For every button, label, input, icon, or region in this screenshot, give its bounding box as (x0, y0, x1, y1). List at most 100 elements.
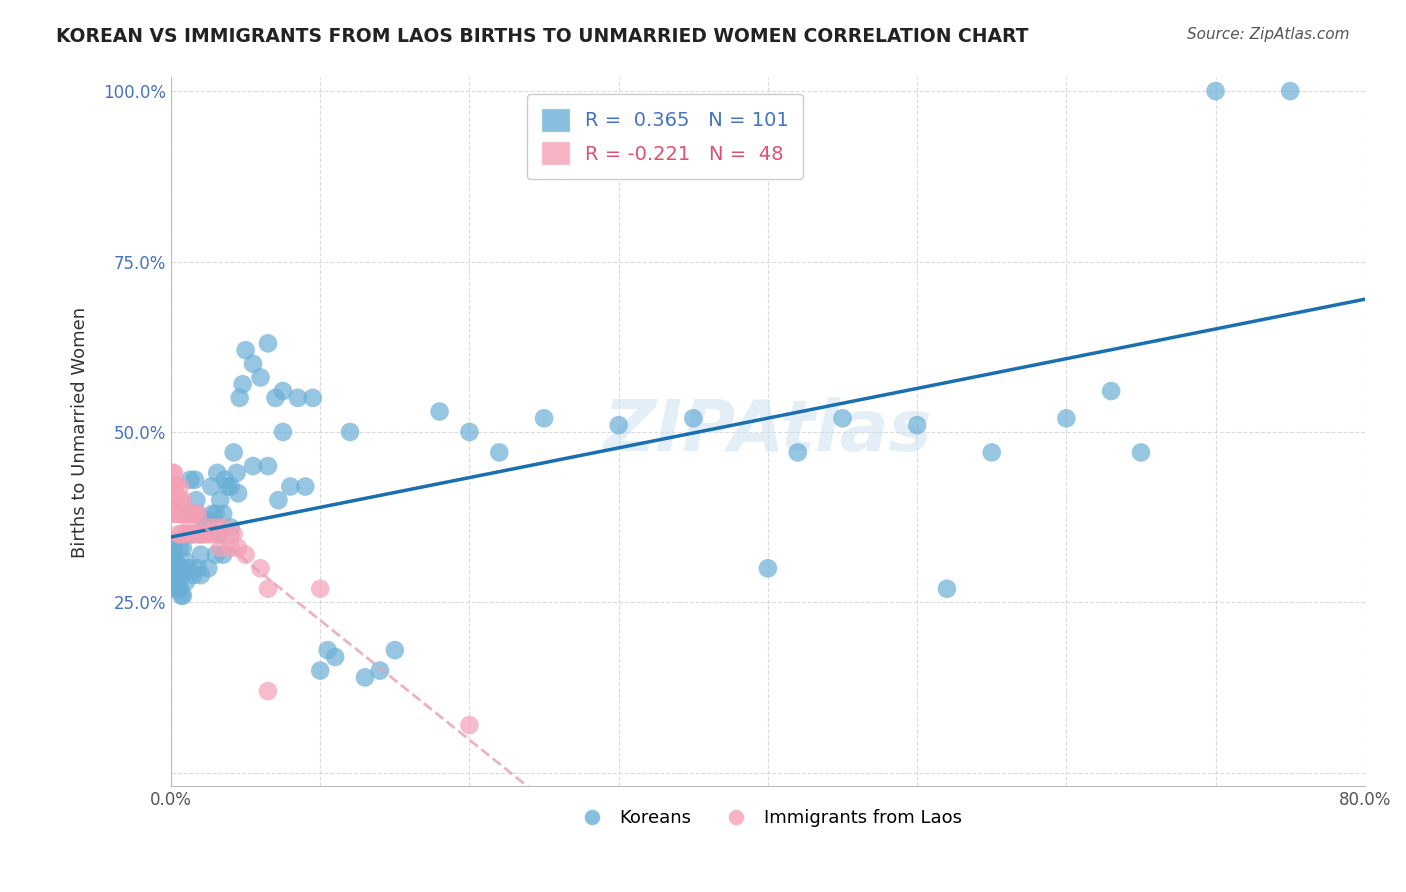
Immigrants from Laos (183, 507, 205, 521)
Immigrants from Laos (197, 527, 219, 541)
Immigrants from Laos (204, 527, 226, 541)
Immigrants from Laos (309, 582, 332, 596)
Immigrants from Laos (163, 479, 186, 493)
Koreans (323, 649, 346, 664)
Koreans (204, 548, 226, 562)
Text: Source: ZipAtlas.com: Source: ZipAtlas.com (1187, 27, 1350, 42)
Koreans (173, 561, 195, 575)
Koreans (936, 582, 959, 596)
Immigrants from Laos (165, 479, 187, 493)
Immigrants from Laos (197, 520, 219, 534)
Immigrants from Laos (162, 493, 184, 508)
Koreans (197, 561, 219, 575)
Koreans (172, 589, 194, 603)
Koreans (232, 377, 254, 392)
Koreans (172, 541, 194, 555)
Koreans (368, 664, 391, 678)
Koreans (488, 445, 510, 459)
Immigrants from Laos (163, 507, 186, 521)
Immigrants from Laos (179, 507, 201, 521)
Koreans (1205, 84, 1227, 98)
Koreans (186, 493, 208, 508)
Immigrants from Laos (173, 507, 195, 521)
Immigrants from Laos (187, 507, 209, 521)
Immigrants from Laos (162, 466, 184, 480)
Immigrants from Laos (166, 507, 188, 521)
Koreans (169, 582, 191, 596)
Koreans (165, 554, 187, 568)
Koreans (267, 493, 290, 508)
Koreans (208, 527, 231, 541)
Immigrants from Laos (165, 493, 187, 508)
Koreans (235, 343, 257, 358)
Text: ZIPAtlas: ZIPAtlas (603, 398, 932, 467)
Koreans (184, 473, 207, 487)
Koreans (190, 527, 212, 541)
Koreans (429, 404, 451, 418)
Koreans (183, 527, 205, 541)
Koreans (201, 507, 224, 521)
Koreans (169, 561, 191, 575)
Koreans (264, 391, 287, 405)
Koreans (167, 561, 190, 575)
Koreans (280, 479, 302, 493)
Koreans (163, 561, 186, 575)
Koreans (166, 582, 188, 596)
Koreans (219, 479, 242, 493)
Koreans (163, 534, 186, 549)
Immigrants from Laos (249, 561, 271, 575)
Text: KOREAN VS IMMIGRANTS FROM LAOS BIRTHS TO UNMARRIED WOMEN CORRELATION CHART: KOREAN VS IMMIGRANTS FROM LAOS BIRTHS TO… (56, 27, 1029, 45)
Koreans (177, 527, 200, 541)
Koreans (226, 486, 249, 500)
Immigrants from Laos (219, 527, 242, 541)
Koreans (222, 445, 245, 459)
Immigrants from Laos (187, 527, 209, 541)
Immigrants from Laos (162, 479, 184, 493)
Koreans (271, 425, 294, 439)
Immigrants from Laos (167, 527, 190, 541)
Immigrants from Laos (209, 541, 232, 555)
Koreans (207, 466, 229, 480)
Koreans (354, 670, 377, 684)
Koreans (163, 554, 186, 568)
Koreans (209, 493, 232, 508)
Immigrants from Laos (190, 527, 212, 541)
Koreans (533, 411, 555, 425)
Y-axis label: Births to Unmarried Women: Births to Unmarried Women (72, 306, 89, 558)
Koreans (301, 391, 323, 405)
Koreans (204, 507, 226, 521)
Koreans (200, 479, 222, 493)
Koreans (458, 425, 481, 439)
Immigrants from Laos (169, 493, 191, 508)
Koreans (166, 574, 188, 589)
Koreans (162, 568, 184, 582)
Koreans (831, 411, 853, 425)
Immigrants from Laos (166, 493, 188, 508)
Immigrants from Laos (257, 684, 280, 698)
Immigrants from Laos (169, 479, 191, 493)
Koreans (183, 568, 205, 582)
Koreans (786, 445, 808, 459)
Koreans (1279, 84, 1302, 98)
Koreans (167, 568, 190, 582)
Koreans (294, 479, 316, 493)
Koreans (197, 514, 219, 528)
Koreans (212, 548, 235, 562)
Immigrants from Laos (174, 527, 197, 541)
Koreans (166, 561, 188, 575)
Koreans (257, 336, 280, 351)
Koreans (190, 548, 212, 562)
Koreans (162, 548, 184, 562)
Koreans (187, 507, 209, 521)
Koreans (271, 384, 294, 398)
Koreans (217, 479, 239, 493)
Koreans (249, 370, 271, 384)
Koreans (682, 411, 704, 425)
Immigrants from Laos (177, 520, 200, 534)
Koreans (257, 458, 280, 473)
Koreans (187, 561, 209, 575)
Immigrants from Laos (197, 527, 219, 541)
Koreans (174, 554, 197, 568)
Koreans (242, 357, 264, 371)
Koreans (214, 473, 236, 487)
